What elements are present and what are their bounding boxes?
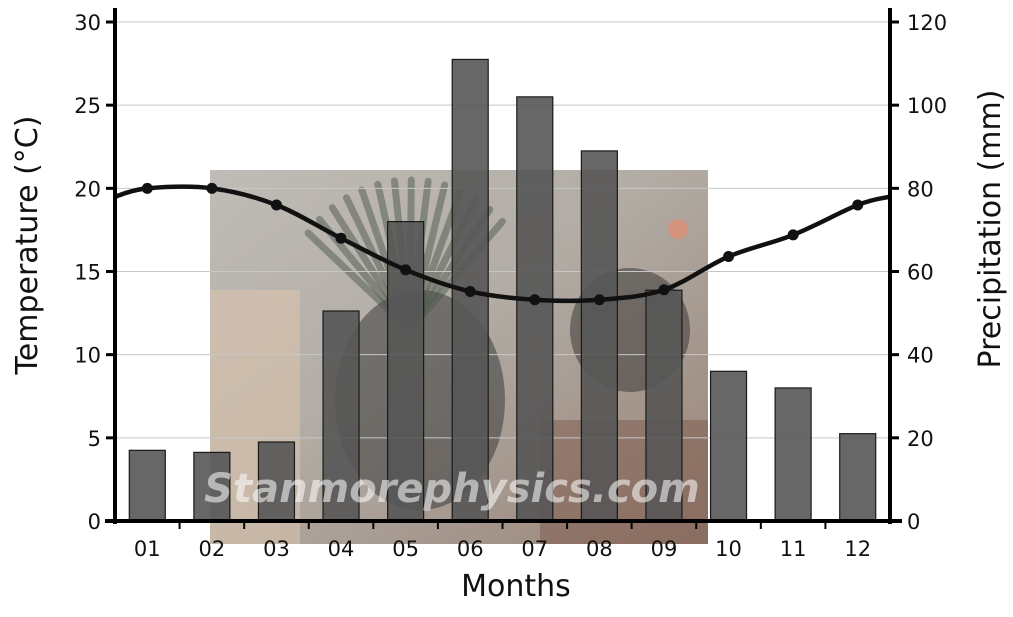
precipitation-bar [839, 433, 877, 522]
y-right-tick-label: 80 [907, 177, 934, 201]
y-axis-right-title: Precipitation (mm) [973, 90, 1008, 369]
x-tick-label: 12 [844, 537, 871, 561]
x-tick-label: 03 [263, 537, 290, 561]
y-right-tick-label: 40 [907, 344, 934, 368]
temperature-point [787, 229, 799, 241]
temperature-point [400, 264, 412, 276]
x-tick-label: 11 [780, 537, 807, 561]
y-left-tick-label: 25 [74, 94, 101, 118]
precipitation-bar [709, 370, 748, 522]
precipitation-bar [193, 451, 231, 522]
y-left-tick-label: 30 [74, 11, 101, 35]
temperature-curve [114, 184, 891, 304]
precipitation-bar [774, 387, 812, 522]
photo-light [668, 219, 688, 239]
temperature-point [270, 199, 282, 211]
y-right-tick-label: 100 [907, 94, 947, 118]
y-axis-left-title: Temperature (°C) [10, 116, 45, 376]
x-tick-label: 02 [199, 537, 226, 561]
x-tick-label: 08 [586, 537, 613, 561]
y-right-tick-label: 60 [907, 261, 934, 285]
temperature-point [852, 199, 864, 211]
x-tick-label: 09 [651, 537, 678, 561]
precipitation-bar [128, 449, 166, 522]
y-right-tick-label: 0 [907, 510, 920, 534]
temperature-point [141, 182, 153, 194]
temperature-point [658, 284, 670, 296]
precipitation-bar [580, 150, 618, 522]
x-tick-label: 05 [392, 537, 419, 561]
temperature-point [206, 182, 218, 194]
x-tick-label: 10 [715, 537, 742, 561]
temperature-line [114, 182, 891, 306]
precipitation-bar [516, 96, 554, 522]
y-right-tick-label: 120 [907, 11, 947, 35]
y-right-tick-label: 20 [907, 427, 934, 451]
precipitation-bar [322, 310, 360, 522]
temperature-point [529, 294, 541, 306]
x-tick-label: 01 [134, 537, 161, 561]
y-left-tick-label: 10 [74, 344, 101, 368]
temperature-point [464, 285, 476, 297]
temperature-point [335, 232, 347, 244]
x-axis-title: Months [461, 569, 571, 604]
y-left-tick-label: 20 [74, 177, 101, 201]
gridlines [115, 21, 890, 439]
watermark-text: Stanmorephysics.com [204, 466, 700, 512]
x-tick-label: 07 [521, 537, 548, 561]
y-left-tick-label: 15 [74, 261, 101, 285]
temperature-point [723, 251, 735, 263]
x-tick-label: 06 [457, 537, 484, 561]
y-left-tick-label: 5 [88, 427, 101, 451]
temperature-point [593, 294, 605, 306]
axes [105, 8, 902, 529]
y-left-tick-label: 0 [88, 510, 101, 534]
x-tick-label: 04 [328, 537, 355, 561]
